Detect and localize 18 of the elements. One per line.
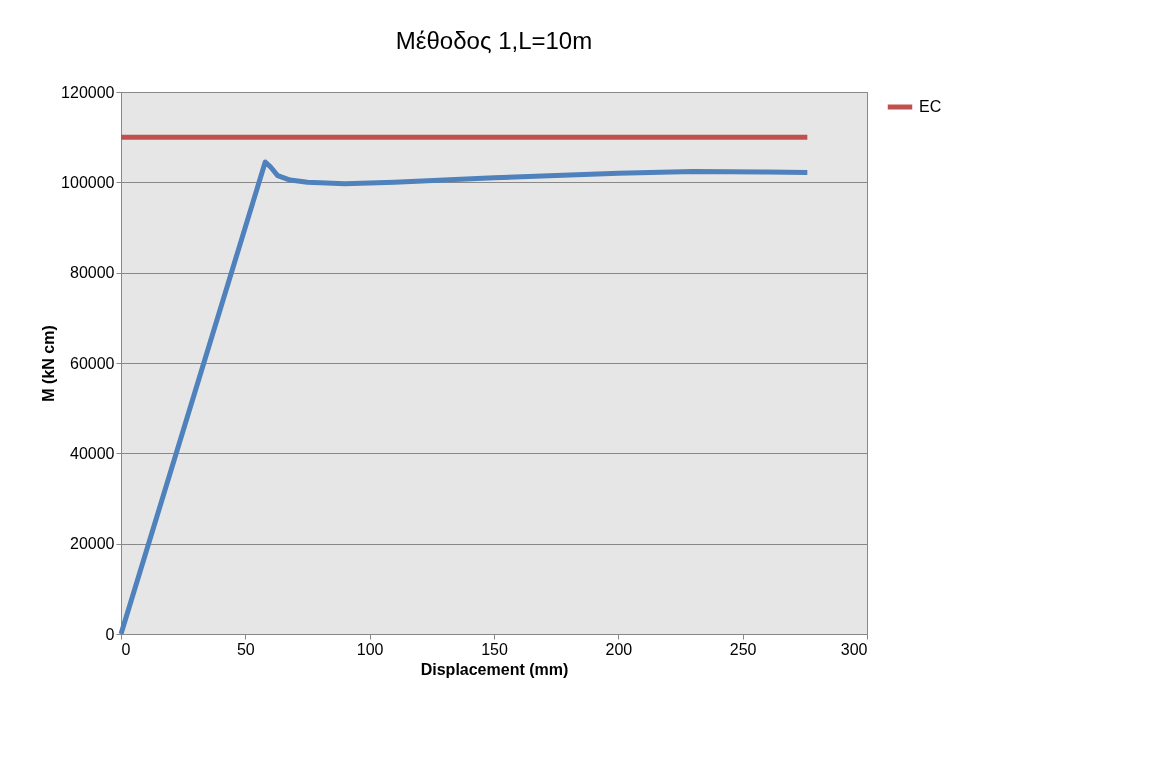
y-tick-label: 0 xyxy=(105,625,115,643)
y-tick-label: 60000 xyxy=(70,354,115,372)
x-tick-label: 200 xyxy=(605,640,633,658)
legend-label: EC xyxy=(919,98,942,115)
y-tick-label: 20000 xyxy=(70,535,115,553)
x-tick-label: 150 xyxy=(481,640,508,658)
x-tick-label: 300 xyxy=(840,640,868,658)
y-tick-label: 120000 xyxy=(61,83,115,101)
x-tick-label: 50 xyxy=(236,640,255,658)
y-axis-title: M (kN cm) xyxy=(40,325,58,402)
x-tick-label: 100 xyxy=(356,640,384,658)
y-tick-label: 40000 xyxy=(70,444,115,462)
chart-title: Μέθοδος 1,L=10m xyxy=(395,27,593,54)
y-tick-label: 100000 xyxy=(61,173,115,191)
x-tick-label: 0 xyxy=(121,640,131,658)
x-tick-label: 250 xyxy=(729,640,757,658)
x-axis-title: Displacement (mm) xyxy=(420,660,569,678)
y-tick-label: 80000 xyxy=(70,264,115,282)
